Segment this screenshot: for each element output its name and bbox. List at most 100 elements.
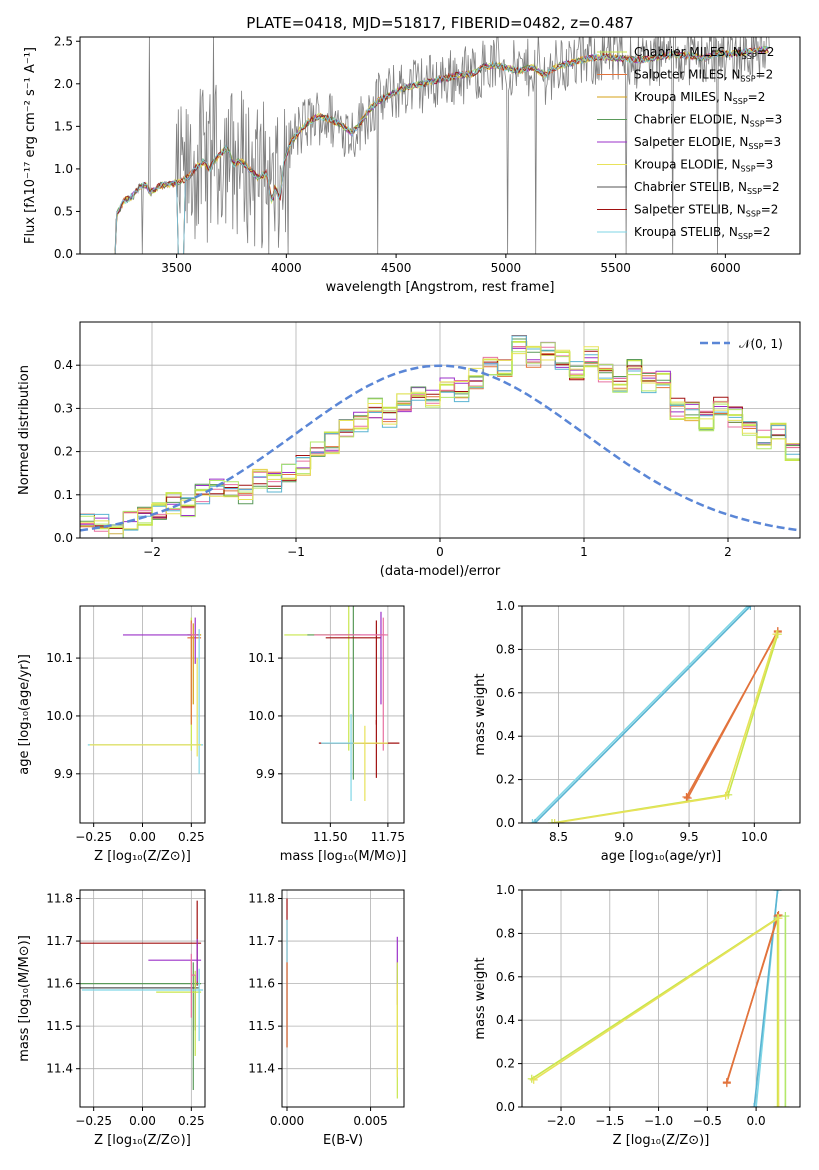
spectrum-ytick-label: 0.5 — [54, 204, 73, 218]
spectrum-xtick-label: 4500 — [381, 261, 412, 275]
legend-label: Kroupa ELODIE, NSSP=3 — [634, 158, 773, 174]
spectrum-xtick-label: 6000 — [710, 261, 741, 275]
residuals-xlabel: (data-model)/error — [380, 564, 501, 579]
spectrum-model-line — [114, 46, 769, 254]
weight-vs-Z-weight-line — [531, 916, 779, 1107]
age-vs-mass-ytick-label: 9.9 — [256, 767, 275, 781]
spectrum-model-line — [114, 46, 769, 254]
weight-vs-age-marker — [528, 819, 537, 823]
mass-vs-Z-xlabel: Z [log₁₀(Z/Z⊙)] — [94, 1133, 191, 1148]
weight-vs-age-weight-line — [534, 606, 751, 823]
weight-vs-age-ytick-label: 0.6 — [496, 686, 515, 700]
weight-vs-Z-xtick-label: −0.5 — [693, 1114, 722, 1128]
weight-vs-age-weight-line — [551, 633, 779, 823]
weight-vs-Z-ytick-label: 0.4 — [496, 1013, 515, 1027]
age-vs-Z-ytick-label: 10.1 — [46, 651, 73, 665]
spectrum-xtick-label: 5500 — [600, 261, 631, 275]
weight-vs-age-marker — [746, 606, 755, 610]
age-vs-Z-xtick-label: 0.00 — [129, 830, 156, 844]
figure-title: PLATE=0418, MJD=51817, FIBERID=0482, z=0… — [246, 14, 633, 32]
spectrum-xtick-label: 5000 — [491, 261, 522, 275]
weight-vs-age-ylabel: mass weight — [473, 673, 488, 755]
legend-label: Chabrier STELIB, NSSP=2 — [634, 180, 780, 196]
legend-label: Kroupa STELIB, NSSP=2 — [634, 225, 771, 241]
weight-vs-Z-weight-line — [753, 890, 779, 1107]
weight-vs-Z-ytick-label: 0.2 — [496, 1057, 515, 1071]
spectrum-xtick-label: 4000 — [271, 261, 302, 275]
mass-vs-Z-ytick-label: 11.8 — [46, 892, 73, 906]
weight-vs-Z-marker — [774, 914, 783, 923]
weight-vs-age-xtick-label: 9.5 — [680, 830, 699, 844]
age-vs-mass-ytick-label: 10.0 — [248, 709, 275, 723]
weight-vs-Z-marker — [722, 1078, 731, 1087]
weight-vs-age-marker — [548, 819, 557, 823]
weight-vs-Z-marker — [781, 1103, 790, 1107]
mass-vs-Z-ylabel: mass [log₁₀(M/M⊙)] — [17, 935, 32, 1062]
mass-vs-ebv-ytick-label: 11.6 — [248, 977, 275, 991]
weight-vs-Z-plot-area — [527, 890, 790, 1107]
mass-vs-Z-ytick-label: 11.5 — [46, 1019, 73, 1033]
weight-vs-age-marker — [772, 630, 781, 639]
mass-vs-ebv-xtick-label: 0.005 — [353, 1114, 387, 1128]
mass-vs-ebv-ytick-label: 11.5 — [248, 1019, 275, 1033]
weight-vs-age-ytick-label: 1.0 — [496, 599, 515, 613]
age-vs-Z-frame: −0.25 0.00 0.25 9.9 10.0 10.1 Z [log₁₀(Z/Z⊙)] a… — [17, 605, 206, 864]
weight-vs-age-xlabel: age [log₁₀(age/yr)] — [601, 849, 722, 864]
legend-label: Kroupa MILES, NSSP=2 — [634, 90, 765, 106]
weight-vs-Z-xlabel: Z [log₁₀(Z/Z⊙)] — [613, 1133, 710, 1148]
weight-vs-age-weight-line — [531, 606, 749, 823]
residuals-xtick-label: −2 — [143, 545, 161, 559]
age-vs-mass-xtick-label: 11.50 — [313, 830, 347, 844]
mass-vs-Z-plot-area — [80, 900, 204, 1090]
spectrum-ytick-label: 1.0 — [54, 162, 73, 176]
spectrum-ytick-label: 0.0 — [54, 247, 73, 261]
mass-vs-ebv-xlabel: E(B-V) — [323, 1133, 363, 1148]
spectrum-xtick-label: 3500 — [161, 261, 192, 275]
mass-vs-ebv-xtick-label: 0.000 — [270, 1114, 304, 1128]
mass-vs-Z-ytick-label: 11.4 — [46, 1062, 73, 1076]
spectrum-xlabel: wavelength [Angstrom, rest frame] — [326, 280, 555, 295]
spectrum-ylabel: Flux [fλ10⁻¹⁷ erg cm⁻² s⁻¹ A⁻¹] — [23, 47, 38, 244]
gaussian-curve — [80, 364, 800, 532]
age-vs-mass-ytick-label: 10.1 — [248, 651, 275, 665]
age-vs-mass-xlabel: mass [log₁₀(M/M⊙)] — [280, 849, 407, 864]
mass-vs-Z-xtick-label: 0.25 — [178, 1114, 205, 1128]
weight-vs-age-ytick-label: 0.8 — [496, 642, 515, 656]
residuals-xtick-label: −1 — [287, 545, 305, 559]
weight-vs-age-ytick-label: 0.2 — [496, 773, 515, 787]
age-vs-Z-xtick-label: −0.25 — [75, 830, 112, 844]
weight-vs-age-xtick-label: 8.5 — [549, 830, 568, 844]
age-vs-Z-ytick-label: 10.0 — [46, 709, 73, 723]
mass-vs-ebv-ytick-label: 11.8 — [248, 892, 275, 906]
weight-vs-Z-xtick-label: −2.0 — [546, 1114, 575, 1128]
spectrum-legend: Chabrier MILES, NSSP=2 Salpeter MILES, NS… — [597, 45, 782, 241]
age-vs-Z-axes — [80, 606, 205, 823]
residuals-xtick-label: 1 — [580, 545, 588, 559]
legend-label: Chabrier ELODIE, NSSP=3 — [634, 113, 782, 129]
weight-vs-Z-marker — [774, 1103, 783, 1107]
age-vs-Z-xtick-label: 0.25 — [178, 830, 205, 844]
weight-vs-age-marker — [721, 791, 730, 800]
mass-vs-Z-xtick-label: −0.25 — [75, 1114, 112, 1128]
spectrum-plot-area — [114, 37, 770, 254]
age-vs-Z-plot-area — [87, 617, 204, 774]
legend-label: Salpeter ELODIE, NSSP=3 — [634, 135, 781, 151]
weight-vs-age-ytick-label: 0.0 — [496, 816, 515, 830]
mass-vs-Z-frame: −0.25 0.00 0.25 11.4 11.5 11.6 11.7 11.8 Z [log₁… — [17, 889, 206, 1148]
residuals-ytick-label: 0.4 — [54, 358, 73, 372]
legend-label: 𝒩(0, 1) — [739, 337, 783, 351]
residuals-xtick-label: 0 — [436, 545, 444, 559]
weight-vs-age-ytick-label: 0.4 — [496, 729, 515, 743]
weight-vs-Z-xtick-label: 0.0 — [747, 1114, 766, 1128]
weight-vs-Z-ytick-label: 0.8 — [496, 926, 515, 940]
age-vs-mass-axes — [282, 606, 404, 823]
residuals-xtick-label: 2 — [724, 545, 732, 559]
weight-vs-Z-ytick-label: 0.6 — [496, 970, 515, 984]
residuals-ytick-label: 0.1 — [54, 488, 73, 502]
mass-vs-ebv-axes — [282, 890, 404, 1107]
weight-vs-age-marker — [550, 819, 559, 823]
mass-vs-ebv-plot-area — [286, 898, 398, 1099]
weight-vs-Z-xtick-label: −1.0 — [644, 1114, 673, 1128]
weight-vs-Z-marker — [781, 912, 790, 921]
spectrum-ytick-label: 2.5 — [54, 34, 73, 48]
